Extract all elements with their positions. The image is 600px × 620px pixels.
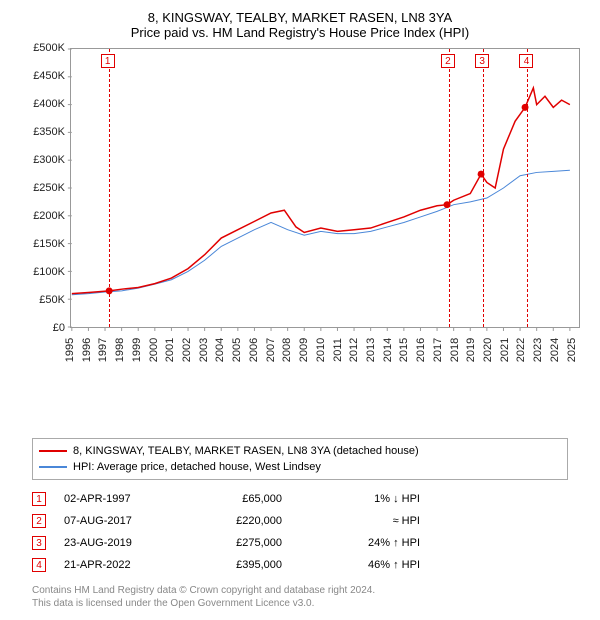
x-axis-tick-label: 2015 [398, 338, 410, 362]
sale-hpi-delta: ≈ HPI [300, 515, 420, 527]
legend-label: HPI: Average price, detached house, West… [73, 461, 321, 473]
y-axis-tick-label: £450K [33, 70, 65, 82]
y-axis-tick-label: £50K [39, 294, 65, 306]
y-axis-tick-label: £100K [33, 266, 65, 278]
x-axis-tick-label: 1996 [81, 338, 93, 362]
chart-lines [71, 49, 579, 327]
x-axis-tick-label: 1995 [64, 338, 76, 362]
x-axis-tick-label: 2010 [315, 338, 327, 362]
x-axis-tick-label: 2004 [214, 338, 226, 362]
x-axis-tick-label: 2012 [348, 338, 360, 362]
sale-marker-badge: 3 [475, 54, 489, 68]
y-axis-tick-label: £250K [33, 182, 65, 194]
sale-marker-line [449, 49, 450, 327]
chart-title-block: 8, KINGSWAY, TEALBY, MARKET RASEN, LN8 3… [10, 10, 590, 40]
x-axis-tick-label: 1998 [114, 338, 126, 362]
chart-legend: 8, KINGSWAY, TEALBY, MARKET RASEN, LN8 3… [32, 438, 568, 480]
title-line-1: 8, KINGSWAY, TEALBY, MARKET RASEN, LN8 3… [10, 10, 590, 25]
x-axis-tick-label: 2017 [432, 338, 444, 362]
sale-price: £395,000 [192, 559, 282, 571]
sale-marker-line [109, 49, 110, 327]
legend-item: 8, KINGSWAY, TEALBY, MARKET RASEN, LN8 3… [39, 443, 561, 459]
sale-hpi-delta: 46% ↑ HPI [300, 559, 420, 571]
sale-date: 21-APR-2022 [64, 559, 174, 571]
x-axis-tick-label: 2023 [532, 338, 544, 362]
sale-date: 02-APR-1997 [64, 493, 174, 505]
sales-table: 1 02-APR-1997 £65,000 1% ↓ HPI 2 07-AUG-2017 £… [32, 488, 568, 576]
price-line [72, 88, 570, 294]
x-axis-tick-label: 2020 [482, 338, 494, 362]
x-axis-tick-label: 2006 [248, 338, 260, 362]
sale-marker-line [483, 49, 484, 327]
title-line-2: Price paid vs. HM Land Registry's House … [10, 25, 590, 40]
sale-row-badge: 4 [32, 558, 46, 572]
y-axis-tick-label: £200K [33, 210, 65, 222]
legend-item: HPI: Average price, detached house, West… [39, 459, 561, 475]
y-axis-tick-label: £350K [33, 126, 65, 138]
x-axis-tick-label: 2008 [281, 338, 293, 362]
sale-marker-badge: 2 [441, 54, 455, 68]
legend-label: 8, KINGSWAY, TEALBY, MARKET RASEN, LN8 3… [73, 445, 419, 457]
sale-hpi-delta: 1% ↓ HPI [300, 493, 420, 505]
sale-price: £65,000 [192, 493, 282, 505]
sales-table-row: 2 07-AUG-2017 £220,000 ≈ HPI [32, 510, 568, 532]
x-axis-tick-label: 2025 [566, 338, 578, 362]
x-axis-tick-label: 1997 [97, 338, 109, 362]
plot-area [70, 48, 580, 328]
sale-row-badge: 1 [32, 492, 46, 506]
footer-line-1: Contains HM Land Registry data © Crown c… [32, 584, 568, 597]
x-axis-tick-label: 2014 [382, 338, 394, 362]
sale-date: 07-AUG-2017 [64, 515, 174, 527]
x-axis-tick-label: 2001 [164, 338, 176, 362]
x-axis-tick-label: 2002 [181, 338, 193, 362]
sales-table-row: 3 23-AUG-2019 £275,000 24% ↑ HPI [32, 532, 568, 554]
x-axis-tick-label: 2007 [265, 338, 277, 362]
y-axis-tick-label: £150K [33, 238, 65, 250]
y-axis-tick-label: £0 [53, 322, 65, 334]
x-axis-tick-label: 2016 [415, 338, 427, 362]
x-axis-tick-label: 2019 [465, 338, 477, 362]
sale-row-badge: 3 [32, 536, 46, 550]
x-axis-tick-label: 2021 [499, 338, 511, 362]
x-axis-tick-label: 1999 [131, 338, 143, 362]
x-axis-tick-label: 2013 [365, 338, 377, 362]
sale-marker-badge: 4 [519, 54, 533, 68]
legend-swatch [39, 466, 67, 468]
y-axis-tick-label: £300K [33, 154, 65, 166]
x-axis-tick-label: 2022 [515, 338, 527, 362]
sale-price: £275,000 [192, 537, 282, 549]
x-axis-tick-label: 2003 [198, 338, 210, 362]
sale-marker-badge: 1 [101, 54, 115, 68]
footer-line-2: This data is licensed under the Open Gov… [32, 597, 568, 610]
sales-table-row: 1 02-APR-1997 £65,000 1% ↓ HPI [32, 488, 568, 510]
sale-row-badge: 2 [32, 514, 46, 528]
sale-date: 23-AUG-2019 [64, 537, 174, 549]
x-axis-tick-label: 2005 [231, 338, 243, 362]
sales-table-row: 4 21-APR-2022 £395,000 46% ↑ HPI [32, 554, 568, 576]
legend-swatch [39, 450, 67, 452]
sale-hpi-delta: 24% ↑ HPI [300, 537, 420, 549]
sale-marker-line [527, 49, 528, 327]
price-chart: £0 £50K £100K £150K £200K £250K £300K £350K £400… [20, 48, 580, 378]
x-axis-tick-label: 2011 [332, 338, 344, 362]
y-axis-tick-label: £500K [33, 42, 65, 54]
x-axis-tick-label: 2024 [549, 338, 561, 362]
footer-attribution: Contains HM Land Registry data © Crown c… [32, 584, 568, 610]
x-axis-tick-label: 2000 [148, 338, 160, 362]
x-axis-tick-label: 2009 [298, 338, 310, 362]
sale-price: £220,000 [192, 515, 282, 527]
y-axis-tick-label: £400K [33, 98, 65, 110]
x-axis-tick-label: 2018 [449, 338, 461, 362]
